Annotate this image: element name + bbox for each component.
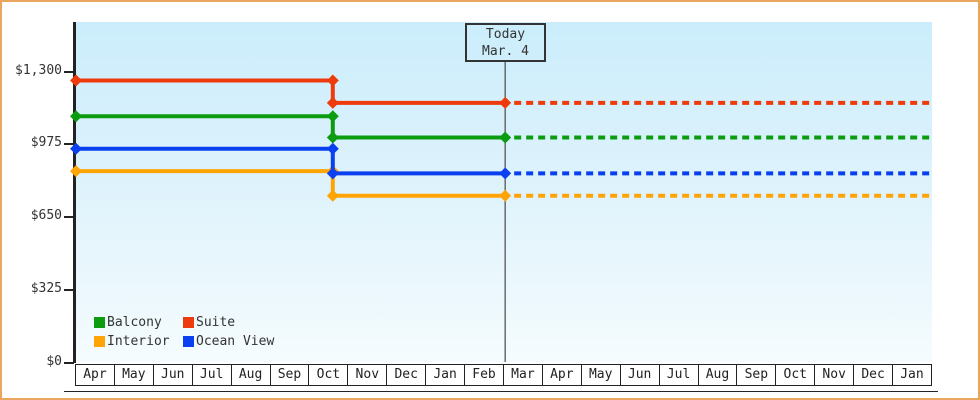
- month-cell-jan: Jan: [892, 364, 932, 386]
- y-axis-tick: [64, 70, 74, 73]
- legend-swatch-icon: [94, 335, 105, 347]
- y-axis-tick-label: $0: [46, 353, 62, 369]
- month-cell-sep: Sep: [269, 364, 310, 386]
- month-cell-aug: Aug: [697, 364, 738, 386]
- month-cell-dec: Dec: [386, 364, 427, 386]
- month-cell-may: May: [113, 364, 154, 386]
- series-marker-ocean-view: [499, 167, 512, 180]
- y-axis-tick: [64, 361, 74, 364]
- legend-swatch-icon: [94, 316, 105, 328]
- series-line-suite: [74, 78, 506, 105]
- month-cell-aug: Aug: [230, 364, 271, 386]
- series-marker-balcony: [499, 131, 512, 144]
- legend-item-interior: Interior: [94, 332, 183, 350]
- month-cell-sep: Sep: [736, 364, 777, 386]
- legend-label: Balcony: [107, 314, 162, 330]
- today-annotation-box: Today Mar. 4: [465, 23, 546, 62]
- y-axis-tick-label: $1,300: [15, 62, 62, 78]
- legend: Balcony Suite Interior Ocean View: [94, 313, 274, 350]
- today-annotation-title: Today: [485, 27, 526, 42]
- month-cell-jan: Jan: [425, 364, 466, 386]
- legend-item-ocean-view: Ocean View: [183, 332, 274, 350]
- y-axis-tick-label: $975: [30, 135, 62, 151]
- series-marker-interior: [499, 189, 512, 202]
- month-cell-jun: Jun: [152, 364, 193, 386]
- series-marker-ocean-view: [326, 142, 339, 155]
- month-cell-oct: Oct: [775, 364, 816, 386]
- series-marker-balcony: [70, 110, 82, 123]
- month-cell-jul: Jul: [658, 364, 699, 386]
- y-axis-tick: [64, 143, 74, 146]
- series-line-ocean-view: [74, 146, 506, 176]
- y-axis-line: [73, 22, 76, 363]
- month-cell-jul: Jul: [191, 364, 232, 386]
- today-annotation-date: Mar. 4: [482, 44, 529, 59]
- series-marker-suite: [326, 74, 339, 87]
- month-cell-mar: Mar: [502, 364, 543, 386]
- month-cell-nov: Nov: [347, 364, 388, 386]
- legend-item-balcony: Balcony: [94, 313, 183, 331]
- series-marker-interior: [326, 189, 339, 202]
- series-line-interior: [74, 169, 506, 198]
- x-axis-month-row: Apr May Jun Jul Aug Sep Oct Nov Dec Jan Feb Mar Apr M…: [75, 364, 932, 386]
- legend-swatch-icon: [183, 316, 194, 328]
- series-marker-suite: [499, 96, 512, 109]
- legend-label: Interior: [107, 333, 170, 349]
- month-cell-apr: Apr: [541, 364, 582, 386]
- month-cell-may: May: [580, 364, 621, 386]
- series-marker-suite: [70, 74, 82, 87]
- series-marker-suite: [326, 96, 339, 109]
- x-axis-baseline: [64, 391, 938, 392]
- month-cell-jun: Jun: [619, 364, 660, 386]
- legend-label: Ocean View: [196, 333, 275, 349]
- month-cell-dec: Dec: [853, 364, 894, 386]
- month-cell-oct: Oct: [308, 364, 349, 386]
- series-marker-ocean-view: [70, 142, 82, 155]
- series-marker-ocean-view: [326, 167, 339, 180]
- month-cell-apr: Apr: [75, 364, 115, 386]
- series-marker-balcony: [326, 131, 339, 144]
- series-line-balcony: [74, 114, 506, 140]
- legend-label: Suite: [196, 314, 236, 330]
- legend-item-suite: Suite: [183, 313, 274, 331]
- month-cell-nov: Nov: [814, 364, 855, 386]
- series-marker-balcony: [326, 110, 339, 123]
- series-marker-interior: [70, 165, 82, 178]
- y-axis-tick-label: $325: [30, 280, 62, 296]
- y-axis-tick-label: $650: [30, 208, 62, 223]
- y-axis-tick: [64, 216, 74, 218]
- y-axis-tick: [64, 288, 74, 291]
- month-cell-feb: Feb: [464, 364, 504, 386]
- legend-swatch-icon: [183, 335, 194, 347]
